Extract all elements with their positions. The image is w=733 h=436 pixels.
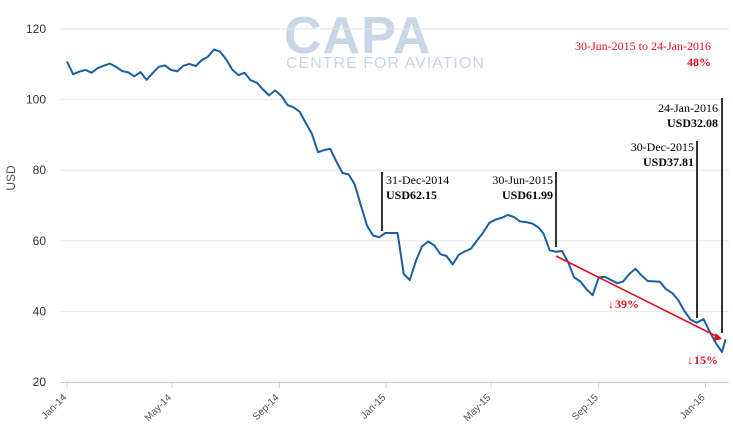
trend-arrowhead [713,333,722,341]
annotation-value-jun15: USD61.99 [502,188,553,202]
watermark-main: CAPA [284,7,431,65]
y-tick-label: 120 [26,22,46,36]
drop-label-2: ↓ 15% [687,353,718,367]
period-change-value: 48% [687,55,711,69]
x-axis-ticks: Jan-14 May-14 Sep-14 Jan-15 May-15 Sep-15 Jan-… [40,382,708,424]
x-tick-label: Jan-14 [40,392,70,422]
annotation-value-dec14: USD62.15 [386,188,437,202]
x-tick-label: May-14 [143,392,175,424]
y-tick-label: 100 [26,93,46,107]
x-tick-label: Jan-16 [678,392,708,422]
drop-label-1: ↓ 39% [608,297,639,311]
x-tick-label: Sep-15 [570,392,601,423]
annotation-date-dec14: 31-Dec-2014 [386,173,449,187]
drop-2-value: 15% [694,353,718,367]
y-axis-title: USD [4,165,18,191]
x-tick-label: May-15 [462,392,494,424]
y-tick-label: 60 [33,234,47,248]
period-change: ↓ 48% [687,55,711,69]
y-tick-label: 40 [33,304,47,318]
annotation-date-jun15: 30-Jun-2015 [492,173,553,187]
gridlines [60,28,729,383]
down-arrow-icon: ↓ [692,55,698,69]
capa-watermark: CAPA CENTRE FOR AVIATION [284,7,485,72]
trend-arrow [555,255,722,341]
watermark-sub: CENTRE FOR AVIATION [286,55,485,72]
period-label: 30-Jun-2015 to 24-Jan-2016 [575,39,711,53]
annotation-value-jan16: USD32.08 [667,116,718,130]
x-tick-label: Sep-14 [251,392,282,423]
down-arrow-icon: ↓ [687,353,693,367]
x-tick-label: Jan-15 [359,392,389,422]
annotation-value-dec15: USD37.81 [643,155,694,169]
drop-1-value: 39% [615,297,639,311]
trend-line [555,255,721,339]
y-tick-label: 80 [33,163,47,177]
y-axis-ticks: 20 40 60 80 100 120 [26,22,46,389]
y-tick-label: 20 [33,375,47,389]
annotation-date-jan16: 24-Jan-2016 [658,101,718,115]
price-series [66,48,727,353]
down-arrow-icon: ↓ [608,297,614,311]
annotation-lines [381,98,723,333]
annotation-date-dec15: 30-Dec-2015 [631,140,694,154]
series-line [66,48,727,353]
